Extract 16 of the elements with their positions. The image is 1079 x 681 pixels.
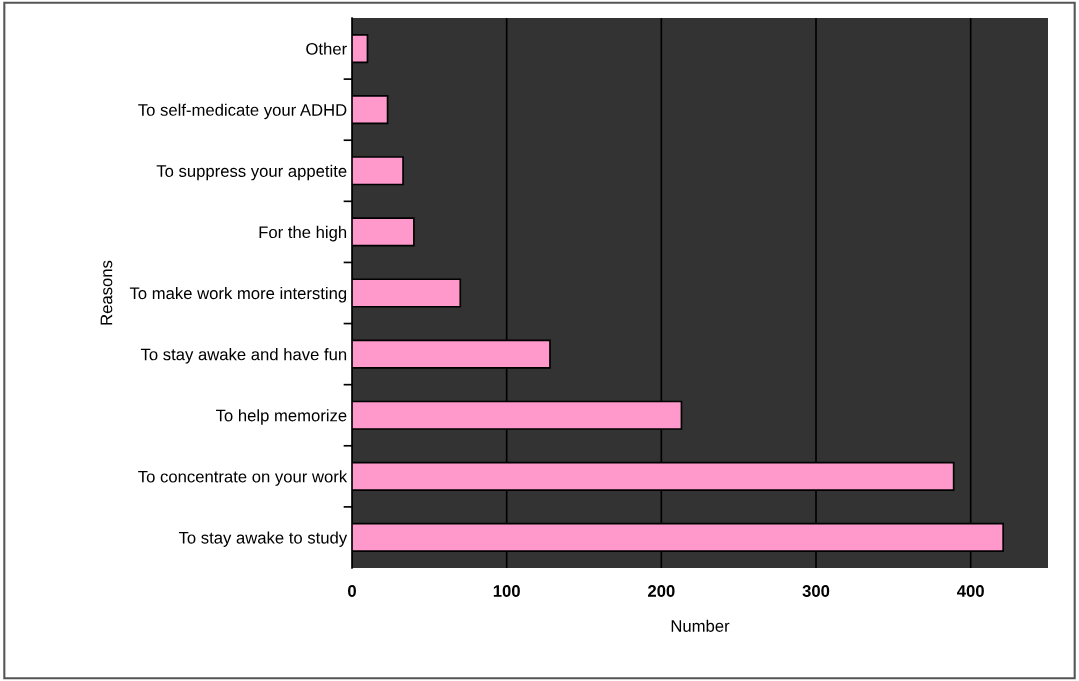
y-tick-label: To suppress your appetite <box>156 164 347 181</box>
y-tick-label: To make work more intersting <box>129 286 347 303</box>
y-tick-label: To help memorize <box>216 409 347 425</box>
x-tick-label: 400 <box>957 585 984 597</box>
x-tick-label: 300 <box>802 585 830 597</box>
x-tick-label: 100 <box>493 585 520 597</box>
x-tick-label: 200 <box>648 585 675 597</box>
y-tick-label: To concentrate on your work <box>138 470 348 486</box>
y-tick-label: For the high <box>259 225 347 242</box>
y-tick-label: To self-medicate your ADHD <box>138 103 347 120</box>
x-axis-title: Number <box>671 619 730 632</box>
y-axis-title: Reasons <box>100 260 113 325</box>
y-tick-label: To stay awake to study <box>178 531 348 547</box>
x-tick-label: 0 <box>348 585 356 597</box>
y-tick-label: Other <box>306 42 347 55</box>
y-tick-label: To stay awake and have fun <box>140 348 347 364</box>
